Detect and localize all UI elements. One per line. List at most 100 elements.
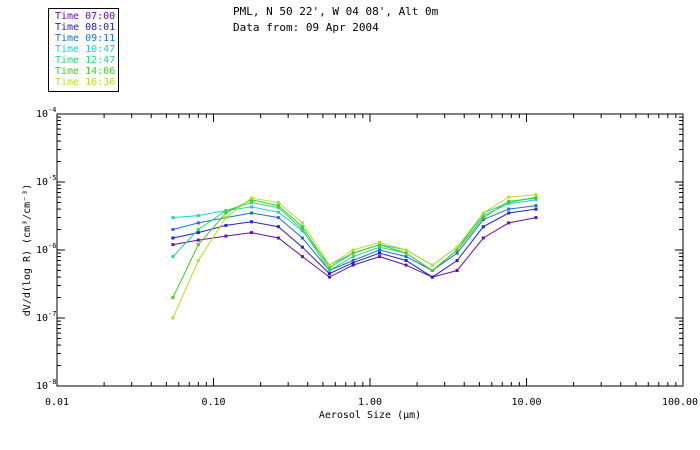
y-tick-label-e7: 10-7 <box>36 310 56 324</box>
y-axis-title: dV/d(log R) (cm³/cm⁻³) <box>22 184 33 316</box>
data-point <box>430 275 434 279</box>
data-point <box>250 205 253 209</box>
data-point <box>276 206 280 210</box>
data-point <box>455 248 459 252</box>
data-point <box>276 216 280 220</box>
data-point <box>404 263 408 267</box>
legend-entry-1636: Time 16:36 <box>55 77 116 88</box>
data-point <box>276 210 280 214</box>
y-tick-exponent-e4: -4 <box>48 106 56 114</box>
data-point <box>351 251 355 255</box>
data-point <box>171 296 175 299</box>
data-point <box>378 245 381 249</box>
data-point <box>196 238 200 242</box>
legend-entry-0700: Time 07:00 <box>55 11 116 22</box>
data-point <box>378 243 381 247</box>
data-point <box>351 255 355 259</box>
data-point <box>276 204 280 208</box>
data-point <box>276 201 280 204</box>
series-time-07-00 <box>171 216 538 279</box>
data-point <box>300 228 304 231</box>
data-point <box>196 243 200 247</box>
data-point <box>300 221 304 225</box>
data-point <box>327 263 331 267</box>
x-tick-label-1: 0.10 <box>201 397 225 408</box>
x-tick-label-4: 100.00 <box>662 397 698 408</box>
date-line: Data from: 09 Apr 2004 <box>233 21 379 34</box>
data-point <box>327 269 331 272</box>
data-point <box>171 216 175 220</box>
data-point <box>250 211 253 215</box>
data-point <box>224 209 228 213</box>
y-axis-ticks <box>57 116 683 387</box>
y-tick-label-e4: 10-4 <box>36 106 56 120</box>
data-point <box>481 225 485 229</box>
y-tick-label-e6: 10-6 <box>36 242 56 256</box>
data-point <box>196 259 200 262</box>
y-tick-exponent-e5: -5 <box>48 174 56 182</box>
y-tick-label-e5: 10-5 <box>36 174 56 188</box>
data-point <box>430 269 434 272</box>
data-point <box>171 243 175 247</box>
data-point <box>378 248 381 252</box>
data-point <box>507 221 511 225</box>
legend-entry-0801: Time 08:01 <box>55 22 116 33</box>
plot-frame <box>56 113 684 387</box>
series-time-16-36 <box>171 193 538 320</box>
data-point <box>481 216 485 220</box>
data-point <box>404 251 408 255</box>
data-point <box>300 255 304 259</box>
data-point <box>534 196 538 200</box>
y-axis-tick-labels: 10-8 10-7 10-6 10-5 10-4 <box>36 106 56 392</box>
data-point <box>327 266 331 270</box>
data-point <box>534 204 538 208</box>
data-point <box>404 255 408 259</box>
data-point <box>250 196 253 200</box>
data-point <box>276 225 280 229</box>
data-point <box>351 259 355 262</box>
data-point <box>171 236 175 240</box>
legend-box: Time 07:00 Time 08:01 Time 09:11 Time 10… <box>48 8 119 92</box>
data-point <box>250 220 253 224</box>
x-tick-label-2: 1.00 <box>358 397 382 408</box>
data-point <box>196 214 200 218</box>
data-point <box>455 259 459 262</box>
data-point <box>196 231 200 235</box>
data-point <box>224 211 228 215</box>
data-point <box>534 216 538 220</box>
data-point <box>404 248 408 252</box>
chart-header: PML, N 50 22', W 04 08', Alt 0m Data fro… <box>233 4 438 36</box>
data-point <box>534 193 538 197</box>
data-point <box>507 199 511 203</box>
legend-entry-1047: Time 10:47 <box>55 44 116 55</box>
data-point <box>300 225 304 229</box>
data-point <box>351 248 355 252</box>
x-axis-ticks <box>56 114 677 386</box>
data-point <box>171 316 175 320</box>
data-point <box>507 207 511 211</box>
data-point <box>430 263 434 267</box>
data-point <box>481 214 485 218</box>
data-point <box>351 263 355 267</box>
data-point <box>481 218 485 222</box>
data-point <box>171 255 175 259</box>
data-point <box>378 240 381 244</box>
data-point <box>250 201 253 204</box>
data-point <box>224 234 228 238</box>
data-point <box>250 231 253 235</box>
legend-entry-1406: Time 14:06 <box>55 66 116 77</box>
data-point <box>327 272 331 276</box>
x-axis-title: Aerosol Size (µm) <box>319 410 421 421</box>
legend-entry-1247: Time 12:47 <box>55 55 116 66</box>
data-point <box>224 216 228 220</box>
data-point <box>224 223 228 227</box>
y-tick-label-e8: 10-8 <box>36 378 56 392</box>
data-point <box>455 245 459 249</box>
location-title: PML, N 50 22', W 04 08', Alt 0m <box>233 5 439 18</box>
series-time-08-01 <box>171 207 538 279</box>
x-axis-tick-labels: 0.01 0.10 1.00 10.00 100.00 <box>45 397 698 408</box>
data-point <box>196 228 200 231</box>
data-point <box>171 228 175 231</box>
series-time-09-11 <box>171 204 538 272</box>
